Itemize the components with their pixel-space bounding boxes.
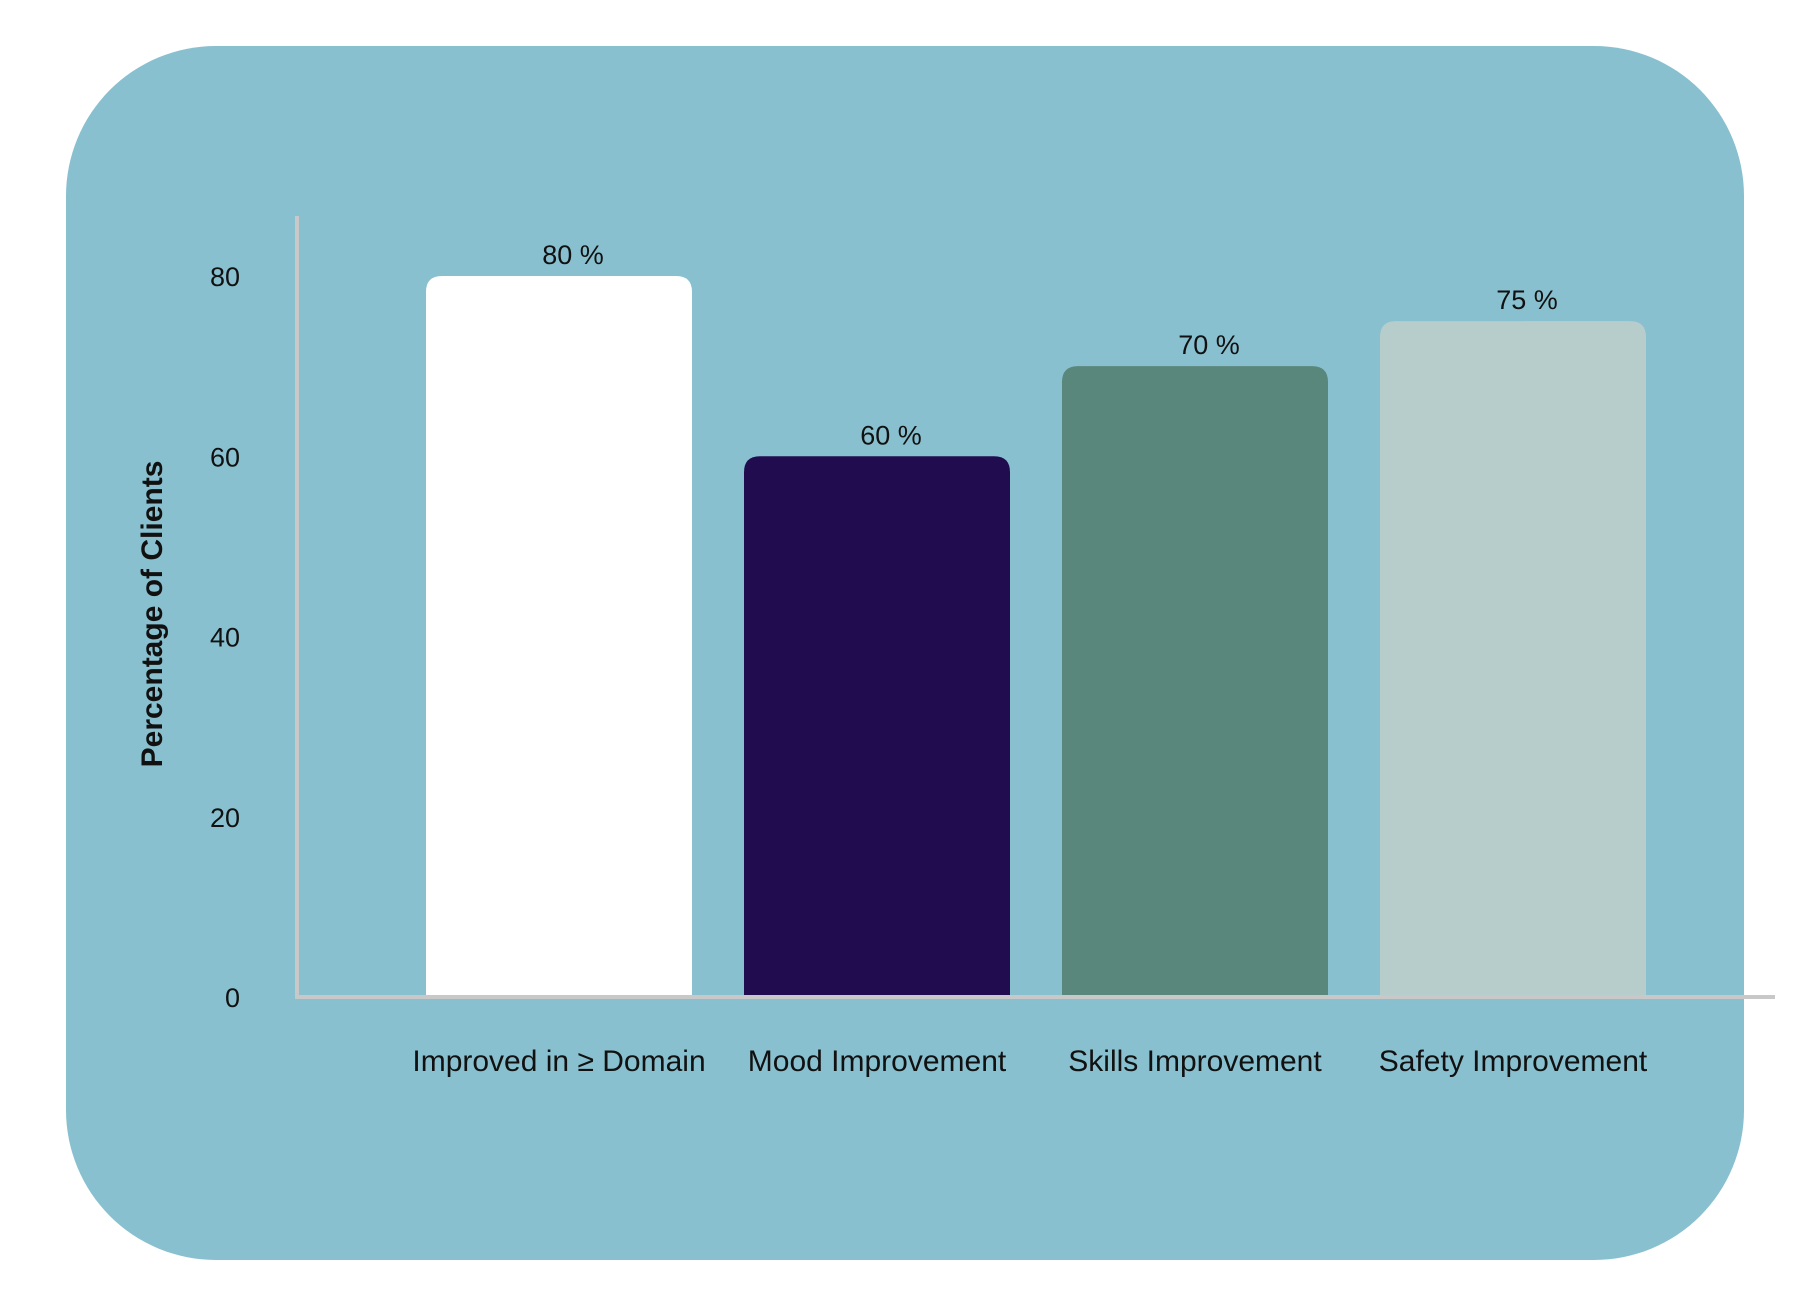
x-category-label: Mood Improvement xyxy=(748,1045,1007,1078)
y-tick-label: 80 xyxy=(210,262,240,292)
y-ticks-layer: 0 20 40 60 80 xyxy=(210,262,240,1013)
axes-layer xyxy=(295,216,1775,999)
bar-3 xyxy=(1380,321,1646,997)
bar-value-label: 60 % xyxy=(860,420,922,450)
bar-value-label: 75 % xyxy=(1496,285,1558,315)
y-axis-title: Percentage of Clients xyxy=(136,461,169,768)
x-category-label: Safety Improvement xyxy=(1379,1045,1648,1078)
bars-layer xyxy=(426,276,1646,997)
bar-value-label: 80 % xyxy=(542,240,604,270)
y-tick-label: 40 xyxy=(210,623,240,653)
x-category-label: Skills Improvement xyxy=(1068,1045,1322,1078)
bar-0 xyxy=(426,276,692,997)
y-tick-label: 0 xyxy=(225,983,240,1013)
bar-2 xyxy=(1062,366,1328,997)
labels-layer: 80 % Improved in ≥ Domain 60 % Mood Improve… xyxy=(412,240,1648,1078)
x-category-label: Improved in ≥ Domain xyxy=(412,1045,705,1078)
y-tick-label: 60 xyxy=(210,442,240,472)
bar-1 xyxy=(744,456,1010,997)
y-tick-label: 20 xyxy=(210,803,240,833)
bar-value-label: 70 % xyxy=(1178,330,1240,360)
